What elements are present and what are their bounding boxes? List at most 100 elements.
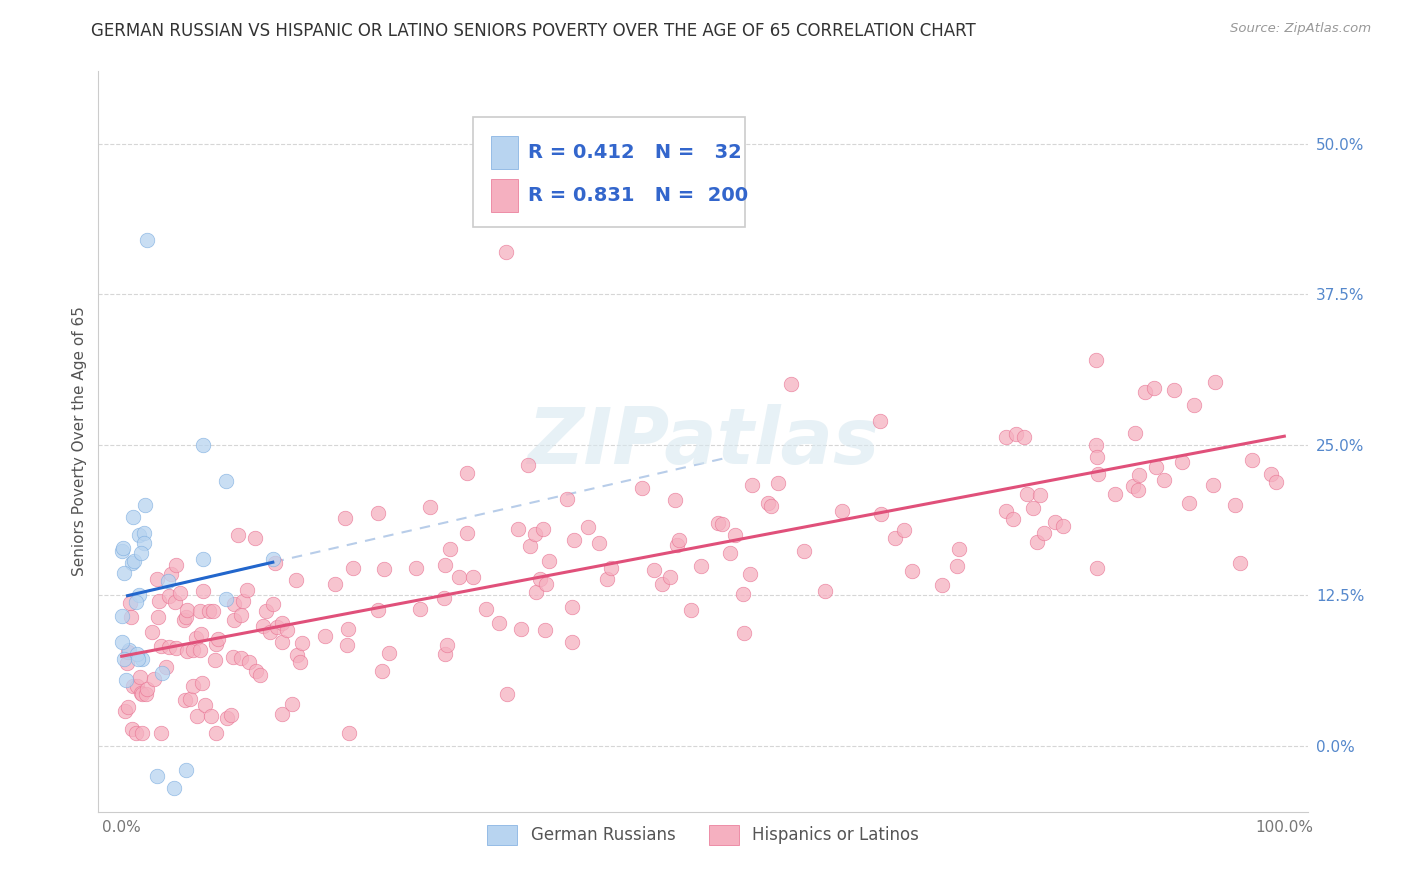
Point [115,657,138,671]
Point [516,458,538,472]
Point [115,673,138,687]
Point [271,635,294,649]
Point [129,546,152,560]
Point [163,595,186,609]
Point [266,620,288,634]
Point [270,707,292,722]
Point [1029,487,1052,501]
Point [131,687,153,701]
Point [201,605,224,619]
Point [523,527,546,541]
Point [163,780,186,795]
Point [111,635,134,649]
Point [186,709,208,723]
Text: GERMAN RUSSIAN VS HISPANIC OR LATINO SENIORS POVERTY OVER THE AGE OF 65 CORRELAT: GERMAN RUSSIAN VS HISPANIC OR LATINO SEN… [91,22,976,40]
Point [948,541,970,556]
Point [207,632,229,647]
Point [724,528,747,542]
Point [534,624,557,638]
Point [176,644,198,658]
Point [433,647,456,661]
Point [870,507,893,521]
Point [945,559,967,574]
Point [664,492,686,507]
Point [814,584,837,599]
Point [184,632,207,646]
Point [931,578,953,592]
Point [793,544,815,558]
Point [555,491,578,506]
Point [231,608,253,623]
Point [188,643,211,657]
Point [204,653,226,667]
Point [900,565,922,579]
Point [495,244,517,259]
Point [217,711,239,725]
Point [222,613,245,627]
Point [1087,467,1109,481]
Point [191,437,214,451]
Point [136,682,159,697]
Point [449,570,471,584]
Point [495,687,517,701]
Point [157,590,180,604]
Point [1264,475,1286,490]
Point [756,496,779,510]
Point [188,604,211,618]
Point [284,573,307,587]
Point [995,504,1018,518]
Point [631,481,654,495]
Text: R = 0.412   N =   32: R = 0.412 N = 32 [527,144,741,162]
Point [474,602,496,616]
Point [114,652,136,666]
Point [433,591,456,606]
Point [135,688,157,702]
Point [869,414,891,428]
Legend: German Russians, Hispanics or Latinos: German Russians, Hispanics or Latinos [481,818,925,852]
Point [111,609,134,624]
Point [262,552,284,566]
Point [128,670,150,684]
Point [738,566,761,581]
Point [1033,525,1056,540]
Point [1005,426,1028,441]
Point [127,648,149,662]
Point [285,648,308,662]
Point [190,627,212,641]
Point [1260,467,1282,482]
Point [561,599,583,614]
Point [249,668,271,682]
Y-axis label: Seniors Poverty Over the Age of 65: Seniors Poverty Over the Age of 65 [72,307,87,576]
Point [142,672,165,686]
Point [509,622,531,636]
Point [215,474,238,488]
Point [367,506,389,520]
Point [1104,486,1126,500]
Point [1178,496,1201,510]
FancyBboxPatch shape [492,136,517,169]
Point [659,569,682,583]
Point [1084,438,1107,452]
Point [238,656,260,670]
Point [1022,501,1045,516]
Point [219,708,242,723]
Point [150,726,173,740]
Point [433,558,456,573]
Point [125,595,148,609]
Point [884,532,907,546]
Point [780,377,803,392]
Point [117,645,139,659]
Point [1223,498,1246,512]
Point [262,598,284,612]
Point [1170,455,1192,469]
Point [205,726,228,740]
Point [181,643,204,657]
Point [508,522,530,536]
Point [1043,515,1066,529]
Point [259,625,281,640]
Point [121,556,143,570]
Point [121,722,143,736]
Point [194,698,217,713]
Point [232,594,254,608]
Point [1026,535,1049,549]
